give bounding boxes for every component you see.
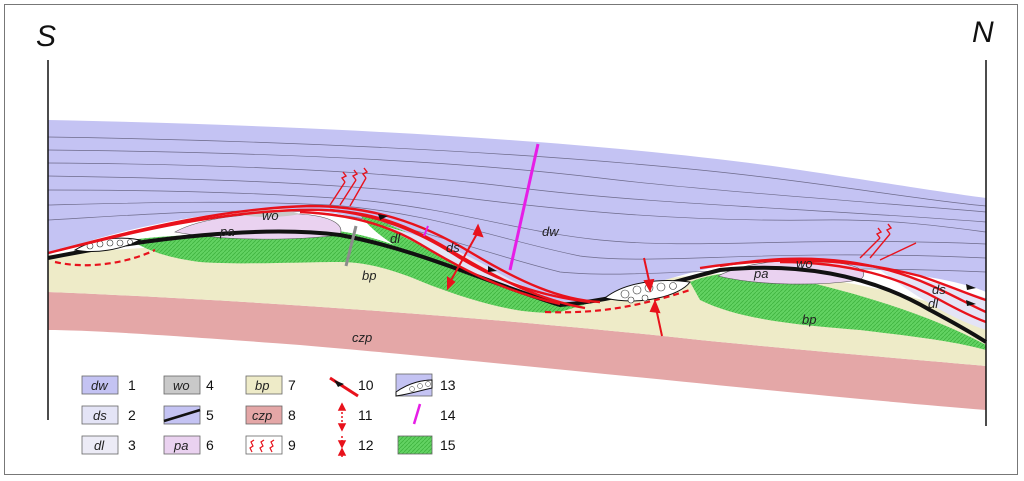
label-dw: dw [542, 224, 560, 239]
czp-layer [48, 292, 986, 410]
legend-thrust-arrowhead [334, 380, 344, 387]
legend: dw 1 ds 2 dl 3 wo 4 5 pa 6 bp 7 czp 8 9 [81, 373, 456, 458]
legend-swatch-4 [163, 375, 201, 395]
south-label: S [36, 20, 56, 53]
label-wo-south: wo [262, 208, 279, 223]
label-czp: czp [352, 330, 372, 345]
legend-code-3: dl [94, 438, 105, 453]
dw-layer [48, 120, 986, 305]
legend-num-9: 9 [288, 437, 296, 453]
basal-fault-dashed [54, 249, 691, 314]
green-layer [130, 230, 600, 313]
legend-num-10: 10 [358, 377, 374, 393]
label-ds-north: ds [932, 282, 946, 297]
magenta-line [508, 143, 540, 271]
legend-num-6: 6 [206, 437, 214, 453]
legend-swatch-15 [397, 435, 433, 455]
legend-swatch-7 [245, 375, 283, 395]
extension-arrow [447, 223, 484, 291]
legend-swatch-3 [81, 435, 119, 455]
label-bp-south: bp [362, 268, 376, 283]
legend-code-1: dw [91, 378, 109, 393]
legend-num-5: 5 [206, 407, 214, 423]
label-pa-south: pa [219, 224, 234, 239]
thrust-arrowheads [378, 214, 976, 306]
legend-splay-icon [249, 439, 275, 453]
grey-borehole [344, 225, 358, 267]
label-ds-south: ds [446, 240, 460, 255]
legend-code-6: pa [173, 438, 188, 453]
label-bp-north: bp [802, 312, 816, 327]
fault-splays-north [859, 223, 917, 261]
fault-splays-south [329, 167, 369, 207]
legend-thrust-icon [329, 376, 359, 398]
legend-num-13: 13 [440, 377, 456, 393]
legend-num-15: 15 [440, 437, 456, 453]
conglomerate-wedge-center [603, 280, 691, 304]
legend-num-2: 2 [128, 407, 136, 423]
legend-swatch-2 [81, 405, 119, 425]
legend-swatch-8 [245, 405, 283, 425]
legend-swatch-6 [163, 435, 201, 455]
magenta-tick [423, 225, 429, 237]
legend-num-4: 4 [206, 377, 214, 393]
green-layer-north [690, 272, 986, 350]
legend-num-7: 7 [288, 377, 296, 393]
dw-strata [47, 136, 987, 275]
legend-swatch-1 [81, 375, 119, 395]
legend-code-2: ds [93, 408, 107, 423]
label-wo-north: wo [796, 256, 813, 271]
legend-extension-icon [337, 402, 347, 432]
thrust-faults [47, 204, 987, 324]
legend-detachment-line [163, 408, 201, 423]
north-label: N [972, 16, 994, 49]
legend-magenta-icon [412, 403, 422, 425]
label-dl-north: dl [928, 296, 939, 311]
legend-num-8: 8 [288, 407, 296, 423]
legend-num-3: 3 [128, 437, 136, 453]
legend-num-11: 11 [358, 407, 373, 423]
legend-num-12: 12 [358, 437, 374, 453]
label-dl-south: dl [390, 231, 401, 246]
legend-compression-icon [337, 436, 347, 458]
detachment-line [47, 229, 988, 344]
legend-num-14: 14 [440, 407, 456, 423]
compression-arrows [643, 257, 663, 337]
legend-num-1: 1 [128, 377, 136, 393]
legend-code-7: bp [255, 378, 269, 393]
label-pa-north: pa [753, 266, 768, 281]
legend-code-4: wo [173, 378, 190, 393]
legend-code-8: czp [252, 408, 272, 423]
